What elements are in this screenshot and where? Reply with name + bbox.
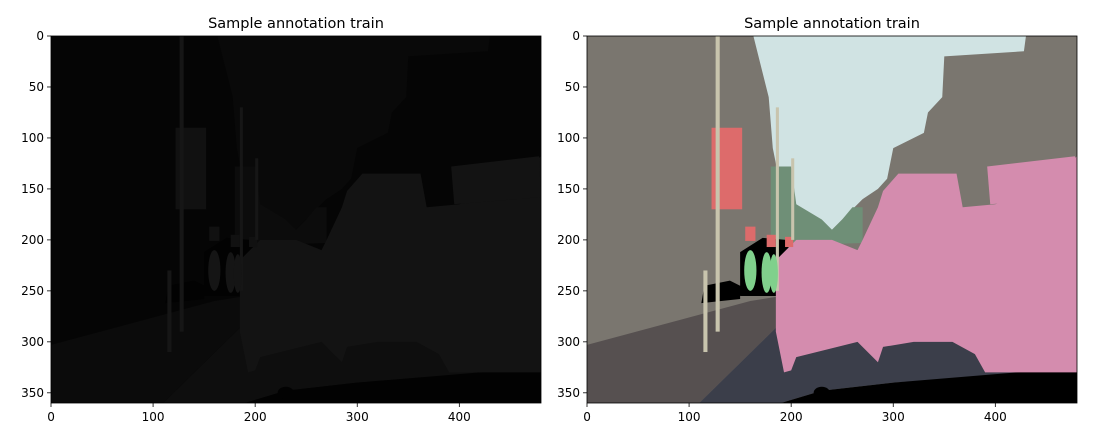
segment-car	[239, 156, 541, 373]
segment-pole	[167, 270, 172, 353]
segment-sign	[230, 234, 240, 248]
y-tick-label: 250	[557, 284, 580, 298]
segment-pedestrian	[769, 254, 778, 293]
x-tick-label: 100	[142, 410, 165, 424]
y-tick-label: 300	[21, 335, 44, 349]
panel-raw-annotation: Sample annotation train 0 100 200 300 400 0 5…	[21, 16, 542, 424]
x-tick-label: 300	[346, 410, 369, 424]
segment-pedestrian	[744, 250, 757, 291]
y-tick-label: 150	[21, 182, 44, 196]
segment-void	[780, 367, 1077, 403]
segment-sign	[745, 226, 756, 241]
x-tick-label: 300	[882, 410, 905, 424]
segment-sky	[753, 36, 1026, 230]
y-tick-label: 200	[557, 233, 580, 247]
segment-void	[244, 367, 542, 403]
segment-sign	[209, 226, 220, 241]
y-tick-label: 50	[565, 80, 580, 94]
segment-pole	[791, 158, 795, 240]
segment-sign	[766, 234, 776, 248]
x-tick-label: 400	[984, 410, 1007, 424]
y-tick-label: 0	[36, 29, 44, 43]
segment-pole	[239, 107, 243, 291]
segment-pedestrian	[225, 252, 236, 293]
chart-title: Sample annotation train	[744, 16, 920, 32]
x-axis: 0 100 200 300 400	[583, 403, 1007, 424]
segment-sky	[217, 36, 490, 230]
x-tick-label: 100	[678, 410, 701, 424]
x-tick-label: 200	[244, 410, 267, 424]
annotation-image-colorized	[587, 36, 1077, 403]
y-tick-label: 200	[21, 233, 44, 247]
segment-void	[813, 386, 830, 399]
y-tick-label: 50	[29, 80, 44, 94]
y-tick-label: 150	[557, 182, 580, 196]
y-tick-label: 100	[21, 131, 44, 145]
x-axis: 0 100 200 300 400	[47, 403, 471, 424]
x-tick-label: 400	[448, 410, 471, 424]
y-tick-label: 100	[557, 131, 580, 145]
y-axis: 0 50 100 150 200 250 300 350	[557, 29, 587, 400]
segment-sign	[249, 236, 258, 248]
chart-title: Sample annotation train	[208, 16, 384, 32]
segment-pole	[179, 36, 184, 332]
segment-car	[775, 156, 1077, 373]
segment-pole	[715, 36, 720, 332]
axes-frame	[50, 35, 542, 404]
y-tick-label: 350	[557, 386, 580, 400]
segment-void	[277, 386, 294, 399]
y-tick-label: 0	[572, 29, 580, 43]
y-tick-label: 350	[21, 386, 44, 400]
y-tick-label: 250	[21, 284, 44, 298]
segment-pole	[703, 270, 708, 353]
annotation-image-raw	[51, 36, 542, 403]
panel-colorized-annotation: Sample annotation train 0 100 200 300 400 0 5…	[557, 16, 1078, 424]
segment-sidewalk	[587, 290, 814, 403]
segment-pedestrian	[761, 252, 772, 293]
segment-sidewalk	[51, 290, 278, 403]
segment-pedestrian	[233, 254, 242, 293]
segment-pole	[255, 158, 259, 240]
x-tick-label: 0	[583, 410, 591, 424]
axes-frame	[586, 35, 1078, 404]
segment-pole	[775, 107, 779, 291]
segment-car	[987, 156, 1077, 205]
x-tick-label: 200	[780, 410, 803, 424]
segment-sign	[785, 236, 794, 248]
y-axis: 0 50 100 150 200 250 300 350	[21, 29, 51, 400]
x-tick-label: 0	[47, 410, 55, 424]
y-tick-label: 300	[557, 335, 580, 349]
segment-pedestrian	[208, 250, 221, 291]
segment-car	[451, 156, 541, 205]
